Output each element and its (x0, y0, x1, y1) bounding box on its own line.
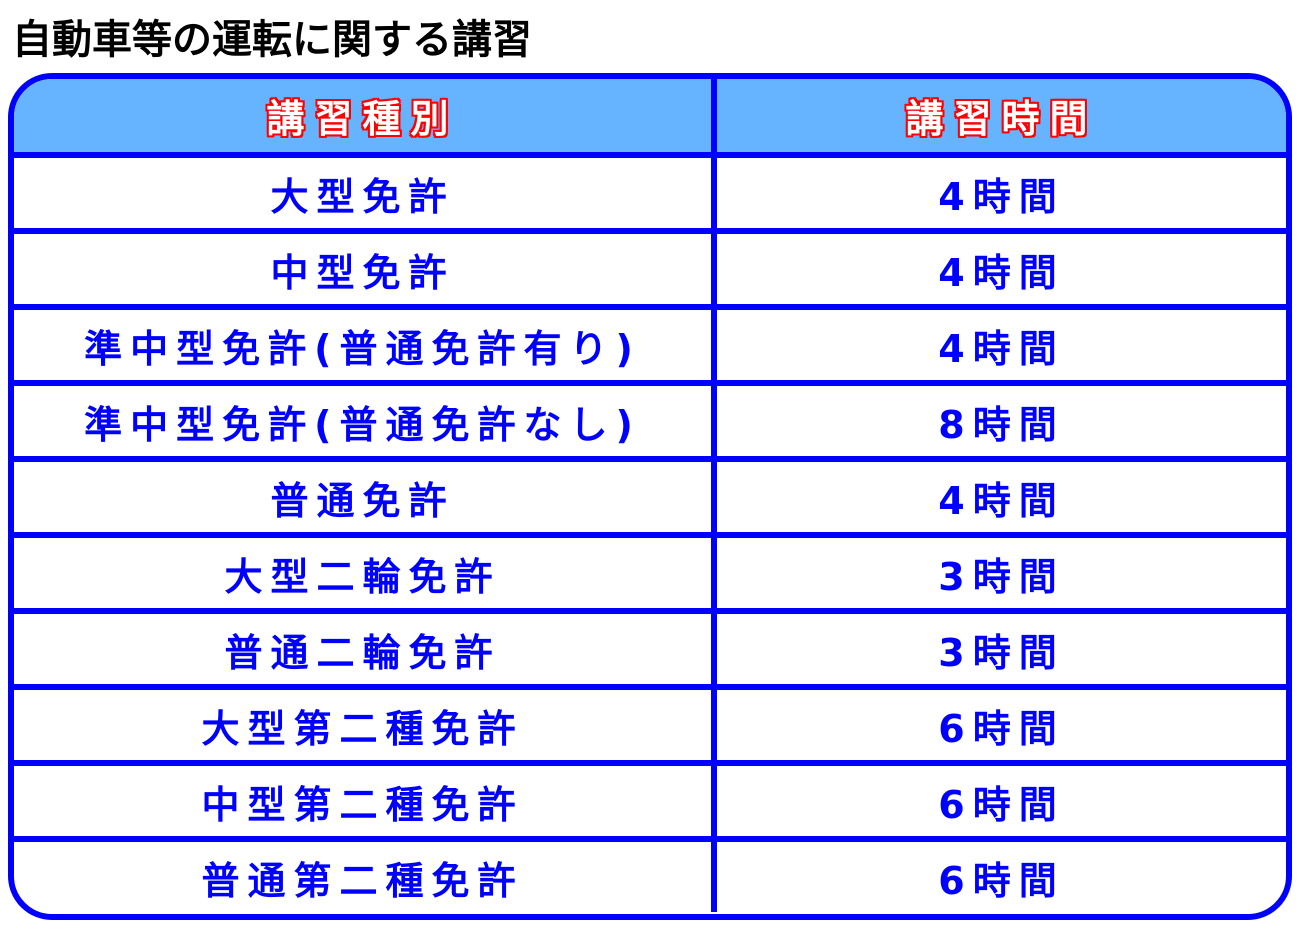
course-type-cell: 普通第二種免許 (14, 842, 717, 912)
table-row: 大型免許 4時間 (14, 152, 1286, 228)
table-row: 準中型免許(普通免許有り) 4時間 (14, 304, 1286, 380)
course-type-cell: 普通免許 (14, 462, 717, 532)
course-hours-cell: 6時間 (938, 782, 1065, 827)
course-hours-cell: 3時間 (938, 630, 1065, 675)
page-title: 自動車等の運転に関する講習 (12, 17, 532, 63)
header-course-type: 講習種別 (14, 79, 717, 152)
table-row: 普通第二種免許 6時間 (14, 836, 1286, 912)
course-hours-cell: 6時間 (938, 858, 1065, 903)
course-hours-cell: 8時間 (938, 402, 1065, 447)
table-row: 普通免許 4時間 (14, 456, 1286, 532)
course-hours-cell: 4時間 (938, 326, 1065, 371)
header-course-hours: 講習時間 (905, 97, 1098, 141)
course-type-cell: 大型二輪免許 (14, 538, 717, 608)
course-type-cell: 準中型免許(普通免許有り) (14, 310, 717, 380)
course-hours-cell: 4時間 (938, 250, 1065, 295)
course-table: 講習種別 講習時間 大型免許 4時間 中型免許 4時間 準中型免許(普通免許有り) 4時間… (8, 73, 1292, 920)
table-header: 講習種別 講習時間 (14, 79, 1286, 152)
course-type-cell: 大型免許 (14, 158, 717, 228)
table-row: 大型二輪免許 3時間 (14, 532, 1286, 608)
course-hours-cell: 6時間 (938, 706, 1065, 751)
course-type-cell: 大型第二種免許 (14, 690, 717, 760)
table-row: 普通二輪免許 3時間 (14, 608, 1286, 684)
course-type-cell: 普通二輪免許 (14, 614, 717, 684)
course-hours-cell: 3時間 (938, 554, 1065, 599)
table-row: 大型第二種免許 6時間 (14, 684, 1286, 760)
course-type-cell: 中型第二種免許 (14, 766, 717, 836)
table-row: 準中型免許(普通免許なし) 8時間 (14, 380, 1286, 456)
course-type-cell: 準中型免許(普通免許なし) (14, 386, 717, 456)
course-hours-cell: 4時間 (938, 174, 1065, 219)
course-hours-cell: 4時間 (938, 478, 1065, 523)
course-type-cell: 中型免許 (14, 234, 717, 304)
table-row: 中型第二種免許 6時間 (14, 760, 1286, 836)
table-row: 中型免許 4時間 (14, 228, 1286, 304)
